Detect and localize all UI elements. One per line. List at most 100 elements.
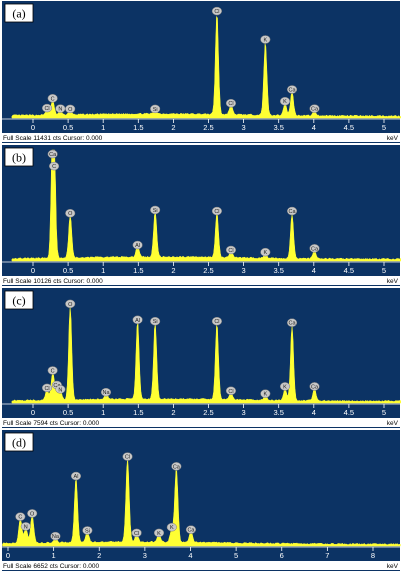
peak-label: Cl: [211, 6, 222, 16]
peak-bubble: [309, 104, 320, 113]
peak-label: K: [153, 528, 165, 538]
panel-background: [2, 145, 400, 286]
peak-element-label: Cl: [125, 455, 130, 461]
peak-label: Si: [150, 316, 161, 326]
panel-letter-box: [4, 290, 34, 310]
spectrum-area: [11, 149, 401, 262]
status-strip: [2, 133, 400, 142]
status-strip: [2, 276, 400, 285]
x-tick-label: 1.5: [133, 266, 143, 275]
status-readout: Full Scale 7594 cts Cursor: 0.000: [3, 420, 99, 427]
peak-label: K: [279, 96, 291, 106]
peak-bubble: [41, 383, 53, 393]
peak-element-label: K: [283, 99, 287, 105]
peak-label: O: [65, 299, 76, 309]
peak-bubble: [225, 245, 237, 255]
x-tick-label: 5: [382, 123, 386, 132]
peak-element-label: K: [264, 38, 268, 44]
spectrum-panel-b: 0 0.5 1 1.5 2 2.5 3 3.5 4 4.5 5 Ca C O Al Si Cl Cl K Ca Ca (b…: [2, 145, 401, 286]
x-tick-label: 0: [31, 123, 35, 132]
panel-letter: (a): [12, 7, 25, 21]
peak-label: Ca: [309, 244, 320, 253]
status-readout: Full Scale 10126 cts Cursor: 0.000: [3, 278, 103, 285]
peak-label: Cl: [211, 206, 222, 216]
peak-bubble: [20, 522, 31, 531]
panel-letter: (c): [12, 294, 25, 308]
status-readout: Full Scale 6652 cts Cursor: 0.000: [3, 563, 99, 570]
x-tick-label: 2.5: [203, 266, 213, 275]
x-axis-unit-label: keV: [387, 420, 399, 427]
peak-label: Si: [82, 526, 93, 535]
peak-element-label: Si: [85, 528, 90, 534]
peak-label: Al: [132, 240, 143, 250]
peak-bubble: [47, 149, 58, 159]
peak-element-label: O: [68, 302, 73, 308]
peak-element-label: C: [52, 164, 56, 170]
x-tick-label: 6: [280, 551, 284, 560]
peak-label: Cl: [41, 383, 53, 393]
panel-letter: (b): [12, 151, 26, 165]
panel-letter-box: [4, 432, 34, 452]
peak-bubble: [286, 318, 298, 327]
peak-element-label: K: [283, 384, 287, 390]
peak-element-label: Na: [52, 534, 60, 540]
peak-label: Al: [70, 471, 82, 481]
peak-bubble: [65, 104, 76, 114]
peak-label: O: [27, 509, 38, 518]
peak-label: K: [260, 35, 271, 44]
peak-element-label: C: [18, 515, 22, 521]
peak-bubble: [65, 208, 76, 218]
x-axis-unit-label: keV: [387, 563, 399, 570]
peak-label: Cl: [225, 98, 237, 108]
peak-bubble: [47, 94, 58, 103]
peak-bubble: [225, 386, 237, 396]
x-tick-label: 3: [143, 551, 147, 560]
peak-bubble: [41, 103, 53, 113]
peak-label: K: [166, 522, 177, 532]
peak-element-label: C: [51, 368, 55, 374]
peak-bubble: [132, 240, 143, 250]
x-tick-label: 3: [242, 266, 246, 275]
peak-bubble: [279, 382, 291, 391]
spectrum-panel-c: 0 0.5 1 1.5 2 2.5 3 3.5 4 4.5 5 C Ca Cl N O Na Al Si Cl Cl K K…: [2, 288, 401, 428]
peak-bubble: [47, 366, 58, 375]
peak-bubble: [49, 161, 60, 171]
spectrum-panel-d: 0 1 2 3 4 5 6 7 8 CN O Na Al Si Cl Cl K K Ca Ca (d) Full Scal…: [2, 430, 401, 571]
x-axis-unit-label: keV: [387, 135, 399, 142]
peak-label: C: [15, 512, 26, 521]
peak-element-label: N: [58, 387, 62, 393]
spectrum-area: [11, 305, 401, 404]
peak-bubble: [260, 247, 271, 257]
peak-element-label: Al: [135, 318, 140, 324]
peak-bubble: [279, 96, 291, 106]
peak-label: Al: [132, 315, 143, 325]
x-tick-label: 4.5: [344, 408, 354, 417]
x-tick-label: 1: [101, 408, 105, 417]
x-tick-label: 1.5: [133, 123, 143, 132]
peak-label: K: [279, 382, 291, 391]
x-tick-label: 8: [371, 551, 375, 560]
peak-label: Na: [100, 387, 112, 397]
peak-element-label: K: [157, 531, 161, 537]
panel-letter-box: [4, 3, 34, 23]
peak-element-label: Cl: [134, 531, 139, 537]
peak-element-label: Cl: [228, 248, 233, 254]
peak-label: Cl: [225, 386, 237, 396]
peak-bubble: [122, 452, 133, 461]
x-tick-label: 2: [97, 551, 101, 560]
peak-bubble: [65, 299, 76, 309]
peak-bubble: [100, 387, 112, 397]
peak-bubble: [50, 531, 61, 541]
peak-bubble: [150, 316, 161, 326]
peak-element-label: K: [264, 250, 268, 256]
peak-element-label: Cl: [44, 386, 49, 392]
panel-letter: (d): [12, 436, 26, 450]
peak-label: C: [47, 94, 58, 103]
peak-bubble: [309, 244, 320, 253]
x-tick-label: 1: [101, 266, 105, 275]
x-tick-label: 5: [382, 408, 386, 417]
peak-bubble: [132, 315, 143, 325]
x-tick-label: 2: [171, 408, 175, 417]
